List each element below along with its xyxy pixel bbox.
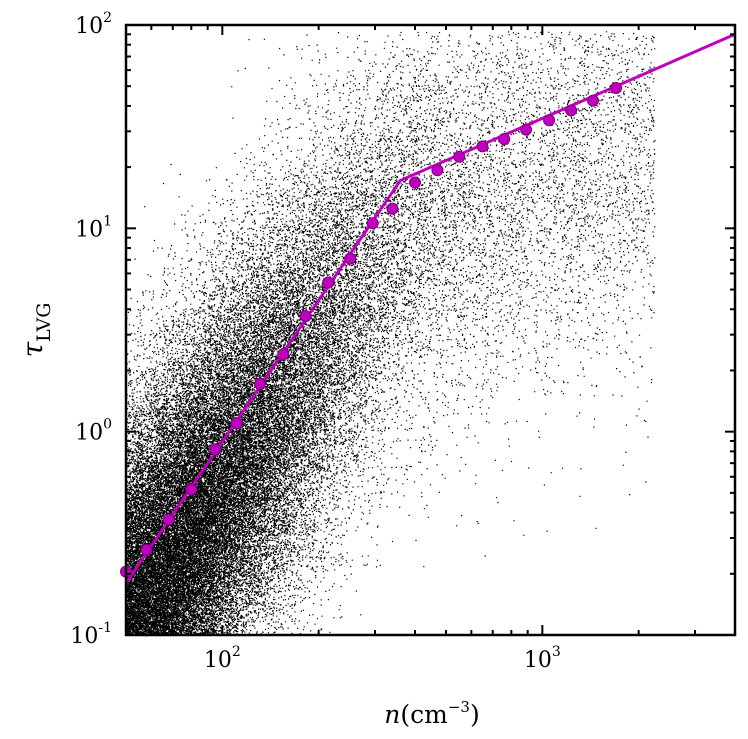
x-axis-exponent: −3 — [448, 698, 470, 716]
binned-mean-point — [185, 483, 198, 496]
x-axis-close: ) — [470, 700, 480, 729]
binned-mean-point — [431, 164, 444, 177]
y-tick-label: 100 — [75, 417, 112, 446]
x-tick-label-exponent: 2 — [232, 644, 241, 660]
x-tick-label-base: 10 — [204, 648, 232, 673]
x-axis-title: n(cm−3) — [384, 698, 479, 729]
binned-mean-point — [209, 443, 222, 456]
binned-mean-point — [140, 543, 153, 556]
binned-mean-point — [366, 217, 379, 230]
binned-mean-point — [520, 123, 533, 136]
binned-mean-point — [162, 513, 175, 526]
binned-mean-point — [565, 104, 578, 117]
binned-mean-point — [610, 82, 623, 94]
binned-mean-point — [322, 276, 335, 289]
binned-mean-point — [453, 150, 466, 163]
binned-mean-point — [587, 94, 599, 107]
y-tick-label-base: 10 — [75, 217, 103, 242]
scatter-cloud — [126, 31, 656, 637]
y-tick-label-exponent: -1 — [98, 620, 112, 636]
binned-markers-layer — [120, 82, 623, 578]
binned-mean-point — [230, 417, 243, 430]
x-tick-label-base: 10 — [524, 648, 552, 673]
y-tick-label: 102 — [75, 10, 112, 39]
binned-mean-point — [344, 252, 357, 265]
y-tick-label-base: 10 — [75, 14, 103, 39]
x-axis-symbol: n — [384, 700, 400, 729]
y-axis-symbol: τ — [16, 341, 49, 357]
y-axis-subscript: LVG — [33, 303, 55, 342]
binned-mean-point — [277, 348, 290, 361]
binned-mean-point — [409, 176, 421, 189]
y-tick-label-base: 10 — [75, 421, 103, 446]
y-tick-label: 10-1 — [70, 620, 112, 649]
binned-mean-point — [299, 310, 312, 323]
binned-mean-point — [253, 377, 266, 390]
x-tick-label: 102 — [204, 644, 241, 673]
y-tick-label-exponent: 2 — [103, 10, 112, 26]
scatter-points — [126, 31, 656, 637]
x-tick-label-exponent: 3 — [552, 644, 561, 660]
binned-mean-point — [498, 133, 511, 145]
binned-mean-point — [386, 202, 399, 215]
x-tick-label: 103 — [524, 644, 561, 673]
y-axis-title: τLVG — [16, 303, 55, 358]
y-tick-label-exponent: 1 — [103, 213, 112, 229]
binned-mean-point — [543, 114, 556, 127]
x-axis-unit: (cm — [400, 700, 448, 729]
plot-frame — [124, 23, 737, 637]
y-tick-label-exponent: 0 — [103, 417, 112, 433]
y-tick-label: 101 — [75, 213, 112, 242]
binned-mean-point — [476, 140, 489, 153]
y-tick-label-base: 10 — [70, 624, 98, 649]
